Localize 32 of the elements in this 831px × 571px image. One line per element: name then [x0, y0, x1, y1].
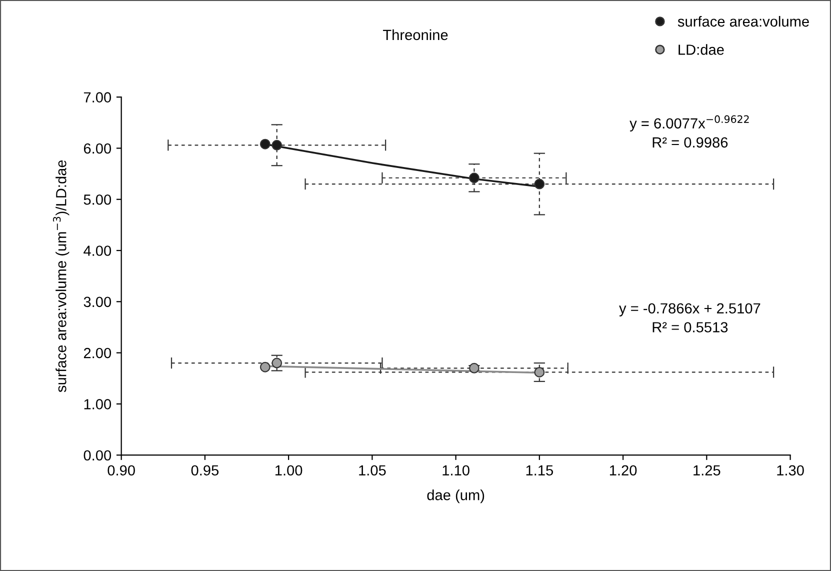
legend-label: surface area:volume [678, 16, 809, 27]
x-tick-label: 1.10 [442, 465, 470, 476]
y-tick-label: 5.00 [84, 194, 112, 205]
x-axis-title: dae (um) [427, 490, 484, 504]
point [260, 362, 270, 372]
y-tick-label: 4.00 [84, 246, 112, 256]
point [468, 172, 480, 184]
x-tick-label: 1.05 [359, 465, 386, 476]
y-tick-label: 7.00 [84, 92, 112, 102]
legend-label: LD:dae [678, 44, 724, 55]
y-tick-label: 3.00 [84, 296, 112, 308]
x-tick-label: 1.00 [275, 465, 302, 476]
x-tick-label: 1.20 [610, 465, 637, 476]
point [468, 362, 480, 374]
annotation: y = -0.7866x + 2.5107 R² = 0.5513 [619, 303, 760, 332]
x-tick-label: 1.25 [694, 465, 720, 476]
point [272, 358, 282, 368]
y-tick-label: 2.00 [84, 348, 112, 358]
point [534, 178, 545, 190]
point [260, 138, 270, 150]
y-tick-label: 1.00 [84, 399, 112, 410]
point [534, 367, 545, 378]
text: y = 6.0077x$^{−0.9622}$ R² = 0.9986 [630, 115, 749, 148]
x-tick-label: 1.15 [526, 465, 554, 476]
x-tick-label: 0.95 [191, 465, 219, 476]
x-tick-label: 0.90 [108, 465, 135, 476]
y-tick-label: 0.00 [84, 450, 112, 461]
y-axis-title: surface area:volume (um$^{−3}$)/LD:dae [53, 160, 70, 392]
point [272, 140, 282, 150]
x-tick-label: 1.30 [777, 465, 804, 476]
chart-title: Threonine [382, 29, 448, 40]
y-tick-label: 6.00 [84, 143, 112, 154]
